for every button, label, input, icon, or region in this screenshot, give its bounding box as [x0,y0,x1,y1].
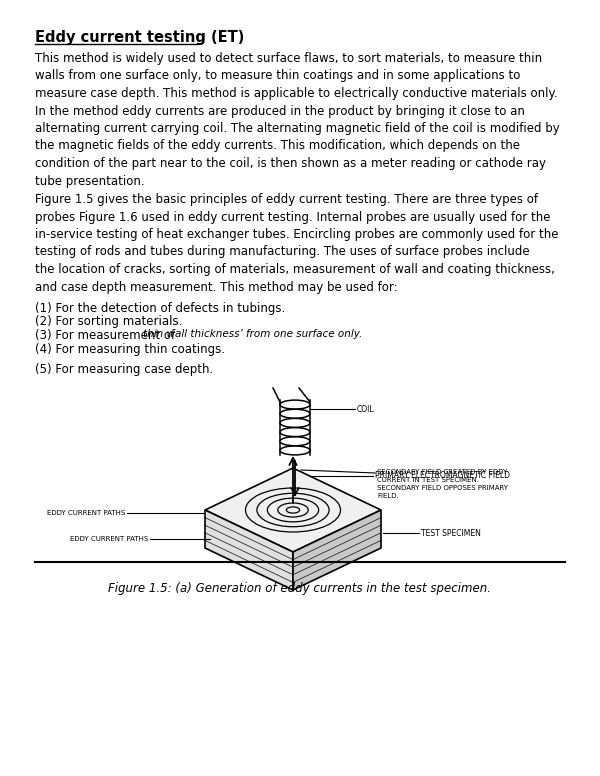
Text: Eddy current testing (ET): Eddy current testing (ET) [35,30,244,45]
Text: (2) For sorting materials.: (2) For sorting materials. [35,316,182,328]
Text: EDDY CURRENT PATHS: EDDY CURRENT PATHS [70,536,148,542]
Text: (5) For measuring case depth.: (5) For measuring case depth. [35,363,213,376]
Text: TEST SPECIMEN: TEST SPECIMEN [421,528,481,538]
Text: COIL: COIL [357,404,374,414]
Polygon shape [205,468,381,552]
Text: EDDY CURRENT PATHS: EDDY CURRENT PATHS [47,510,125,516]
Text: Figure 1.5 gives the basic principles of eddy current testing. There are three t: Figure 1.5 gives the basic principles of… [35,193,559,293]
Text: SECONDARY FIELD CREATED BY EDDY
CURRENT IN TEST SPECIMEN.
SECONDARY FIELD OPPOSE: SECONDARY FIELD CREATED BY EDDY CURRENT … [377,469,508,499]
Text: (4) For measuring thin coatings.: (4) For measuring thin coatings. [35,342,225,355]
Text: (1) For the detection of defects in tubings.: (1) For the detection of defects in tubi… [35,302,285,315]
Text: thin wall thickness’ from one surface only.: thin wall thickness’ from one surface on… [143,329,362,339]
Text: (3) For measurement of: (3) For measurement of [35,329,179,342]
Text: This method is widely used to detect surface flaws, to sort materials, to measur: This method is widely used to detect sur… [35,52,560,188]
Polygon shape [205,510,293,590]
Text: PRIMARY ELECTROMAGNETIC FIELD: PRIMARY ELECTROMAGNETIC FIELD [375,472,510,480]
Polygon shape [293,510,381,590]
Text: Figure 1.5: (a) Generation of eddy currents in the test specimen.: Figure 1.5: (a) Generation of eddy curre… [109,582,491,595]
